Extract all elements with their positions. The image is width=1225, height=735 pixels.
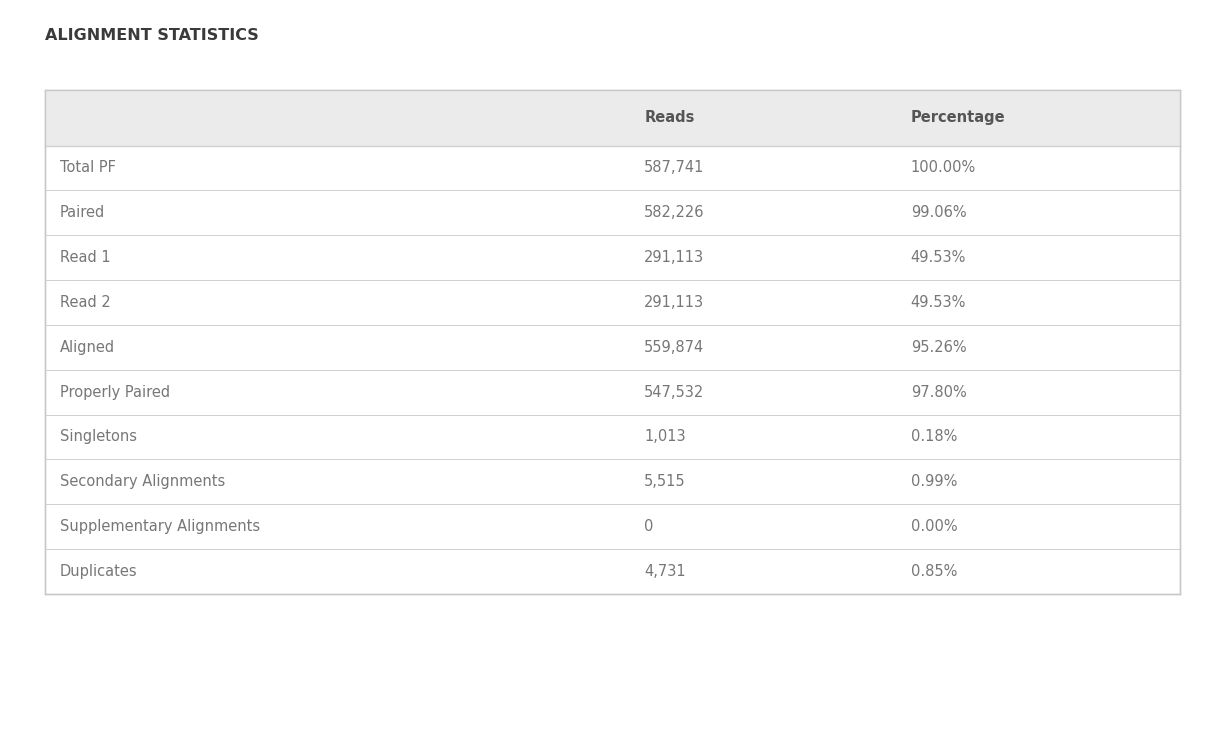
Text: 0.00%: 0.00%: [910, 519, 958, 534]
Text: Duplicates: Duplicates: [60, 564, 137, 579]
Text: 1,013: 1,013: [644, 429, 686, 445]
Text: Supplementary Alignments: Supplementary Alignments: [60, 519, 260, 534]
Text: 547,532: 547,532: [644, 384, 704, 400]
Text: 4,731: 4,731: [644, 564, 686, 579]
Text: 291,113: 291,113: [644, 250, 704, 265]
Text: ALIGNMENT STATISTICS: ALIGNMENT STATISTICS: [45, 28, 258, 43]
Text: 5,515: 5,515: [644, 474, 686, 490]
Text: 0.18%: 0.18%: [910, 429, 957, 445]
Bar: [45, 90, 1180, 146]
Text: Properly Paired: Properly Paired: [60, 384, 170, 400]
Text: 49.53%: 49.53%: [910, 250, 967, 265]
Text: 582,226: 582,226: [644, 205, 704, 220]
Text: 95.26%: 95.26%: [910, 340, 967, 355]
Text: 0: 0: [644, 519, 654, 534]
Text: 587,741: 587,741: [644, 160, 704, 176]
Text: Percentage: Percentage: [910, 110, 1006, 125]
Text: 0.99%: 0.99%: [910, 474, 957, 490]
Text: 100.00%: 100.00%: [910, 160, 976, 176]
Text: Aligned: Aligned: [60, 340, 115, 355]
Text: 291,113: 291,113: [644, 295, 704, 310]
Text: 97.80%: 97.80%: [910, 384, 967, 400]
Text: Reads: Reads: [644, 110, 695, 125]
Text: 49.53%: 49.53%: [910, 295, 967, 310]
Text: Read 2: Read 2: [60, 295, 110, 310]
Text: Total PF: Total PF: [60, 160, 116, 176]
Text: Read 1: Read 1: [60, 250, 110, 265]
Text: Secondary Alignments: Secondary Alignments: [60, 474, 225, 490]
Text: 0.85%: 0.85%: [910, 564, 957, 579]
Text: 99.06%: 99.06%: [910, 205, 967, 220]
Text: Paired: Paired: [60, 205, 105, 220]
Text: 559,874: 559,874: [644, 340, 704, 355]
Bar: [45, 90, 1180, 594]
Text: Singletons: Singletons: [60, 429, 137, 445]
